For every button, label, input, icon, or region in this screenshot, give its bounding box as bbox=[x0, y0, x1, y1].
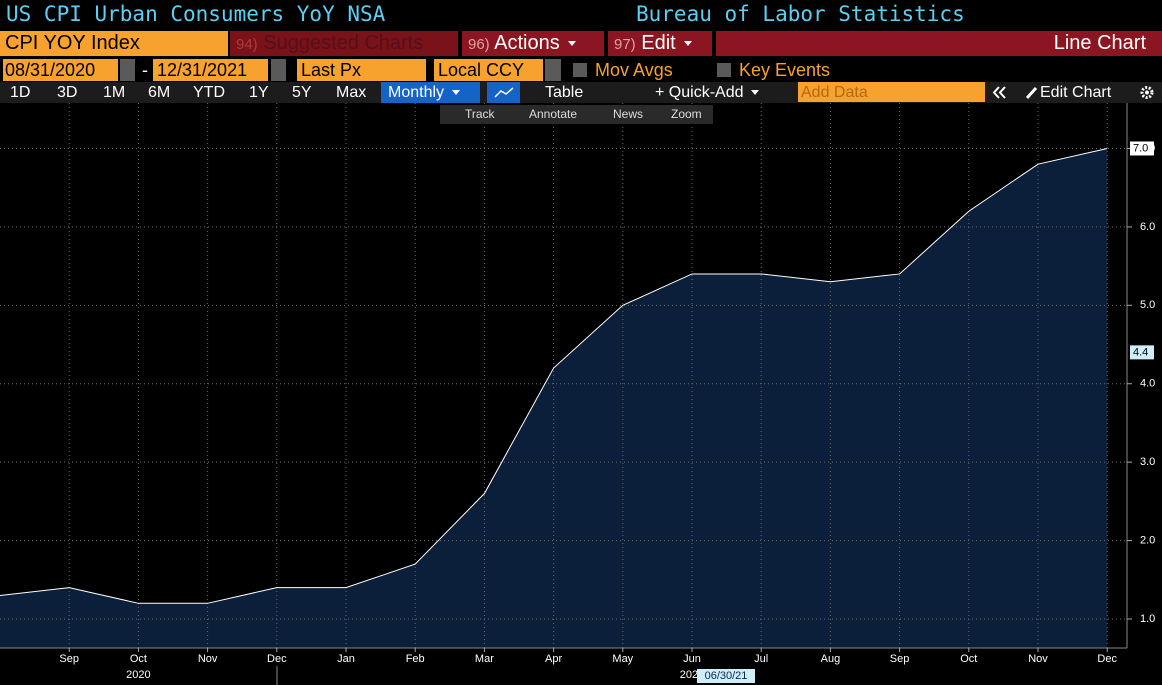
x-tick-label: Sep bbox=[890, 653, 910, 665]
menu-num: 96) bbox=[468, 36, 490, 53]
y-tick-label: 1.0 bbox=[1140, 613, 1155, 625]
range-button[interactable]: 1M bbox=[103, 84, 126, 101]
range-button[interactable]: 3D bbox=[57, 84, 78, 101]
menu-label: Suggested Charts bbox=[263, 32, 424, 54]
menu-actions[interactable]: 96) Actions bbox=[462, 31, 604, 56]
checkbox[interactable] bbox=[573, 63, 587, 77]
y-marker-label: 4.4 bbox=[1133, 346, 1148, 358]
x-tick-label: Mar bbox=[475, 653, 494, 665]
title: US CPI Urban Consumers YoY NSA bbox=[6, 2, 386, 26]
y-marker-box bbox=[1130, 141, 1154, 156]
range-button[interactable]: 5Y bbox=[292, 84, 312, 101]
x-tick-label: Nov bbox=[198, 653, 218, 665]
currency-dropdown[interactable] bbox=[545, 59, 561, 81]
icon bbox=[992, 86, 1006, 99]
title-bar: US CPI Urban Consumers YoY NSA Bureau of… bbox=[0, 0, 1162, 30]
x-tick-label: Jun bbox=[683, 653, 701, 665]
range-button[interactable]: Max bbox=[336, 84, 367, 101]
period-dropdown[interactable]: Monthly bbox=[381, 82, 480, 103]
menu-num: 97) bbox=[614, 36, 636, 53]
quick-add[interactable]: + Quick-Add bbox=[655, 82, 779, 103]
key-events[interactable]: Key Events bbox=[739, 60, 831, 80]
menu-label: Actions bbox=[494, 32, 560, 54]
cursor-text: 06/30/21 bbox=[705, 670, 748, 682]
currency[interactable]: Local CCY bbox=[434, 59, 543, 81]
x-tick-label: Apr bbox=[545, 653, 562, 665]
calendar-icon[interactable] bbox=[120, 59, 135, 81]
source: Bureau of Labor Statistics bbox=[636, 2, 965, 26]
x-tick-label: Aug bbox=[821, 653, 841, 665]
y-tick-label: 2.0 bbox=[1140, 534, 1155, 546]
chart-type: Line Chart bbox=[716, 31, 1162, 56]
y-marker-box bbox=[1130, 345, 1154, 360]
checkbox[interactable] bbox=[717, 63, 731, 77]
range-button[interactable]: 6M bbox=[148, 84, 171, 101]
range-button[interactable]: YTD bbox=[193, 84, 225, 101]
x-tick-label: Oct bbox=[960, 653, 977, 665]
chart: 1.02.03.04.05.06.07.07.04.4SepOctNovDecJ… bbox=[0, 103, 1162, 685]
y-tick-label: 4.0 bbox=[1140, 378, 1155, 390]
tool-button[interactable]: Track bbox=[465, 107, 495, 121]
start-date[interactable]: 08/31/2020 bbox=[3, 59, 118, 81]
menu-label: Edit bbox=[641, 32, 676, 54]
x-tick-label: Jul bbox=[754, 653, 768, 665]
x-tick-label: Jan bbox=[337, 653, 355, 665]
y-tick-label: 3.0 bbox=[1140, 456, 1155, 468]
end-date[interactable]: 12/31/2021 bbox=[153, 59, 268, 81]
period: Monthly bbox=[388, 84, 445, 101]
table-button[interactable]: Table bbox=[545, 84, 584, 101]
x-tick-label: Nov bbox=[1028, 653, 1048, 665]
y-tick-label: 5.0 bbox=[1140, 299, 1155, 311]
collapse-button[interactable] bbox=[990, 82, 1010, 103]
menu-num: 94) bbox=[236, 36, 258, 53]
field[interactable]: Last Px bbox=[297, 59, 426, 81]
menu-suggested[interactable]: 94) Suggested Charts bbox=[230, 31, 458, 56]
cursor-label: 06/30/21 bbox=[697, 669, 755, 683]
ticker[interactable]: CPI YOY Index bbox=[0, 31, 228, 56]
tool-button[interactable]: Zoom bbox=[671, 107, 702, 121]
icon bbox=[1025, 86, 1038, 100]
add-data-input[interactable]: Add Data bbox=[798, 82, 985, 102]
line bbox=[0, 147, 1108, 604]
x-tick-label: Feb bbox=[406, 653, 425, 665]
x-tick-label: Dec bbox=[1097, 653, 1117, 665]
x-tick-label: Dec bbox=[267, 653, 287, 665]
x-tick-label: May bbox=[612, 653, 633, 665]
x-tick-label: Sep bbox=[59, 653, 79, 665]
y-marker: 4.4 bbox=[1130, 345, 1154, 360]
menu-edit[interactable]: 97) Edit bbox=[608, 31, 712, 56]
quick-add-label: + Quick-Add bbox=[655, 84, 744, 101]
calendar-icon[interactable] bbox=[271, 59, 286, 81]
icon bbox=[494, 87, 514, 98]
tool-button[interactable]: Annotate bbox=[529, 107, 578, 121]
y-tick-label: 6.0 bbox=[1140, 221, 1155, 233]
date-separator: - bbox=[142, 60, 148, 80]
y-marker-label: 7.0 bbox=[1133, 142, 1148, 154]
settings-button[interactable] bbox=[1136, 82, 1158, 103]
icon bbox=[1140, 86, 1154, 99]
x-tick-label: Oct bbox=[130, 653, 147, 665]
edit-chart-label: Edit Chart bbox=[1040, 84, 1112, 101]
y-marker: 7.0 bbox=[1130, 141, 1154, 156]
mov-avgs[interactable]: Mov Avgs bbox=[595, 60, 673, 80]
edit-chart[interactable]: Edit Chart bbox=[1024, 82, 1111, 103]
tool-button[interactable]: News bbox=[613, 107, 644, 121]
chart-icon[interactable] bbox=[487, 82, 520, 103]
cursor-box bbox=[697, 669, 755, 683]
tool-bar bbox=[440, 105, 713, 124]
year-label: 2020 bbox=[126, 669, 150, 681]
range-button[interactable]: 1Y bbox=[249, 84, 269, 101]
range-button[interactable]: 1D bbox=[10, 84, 31, 101]
